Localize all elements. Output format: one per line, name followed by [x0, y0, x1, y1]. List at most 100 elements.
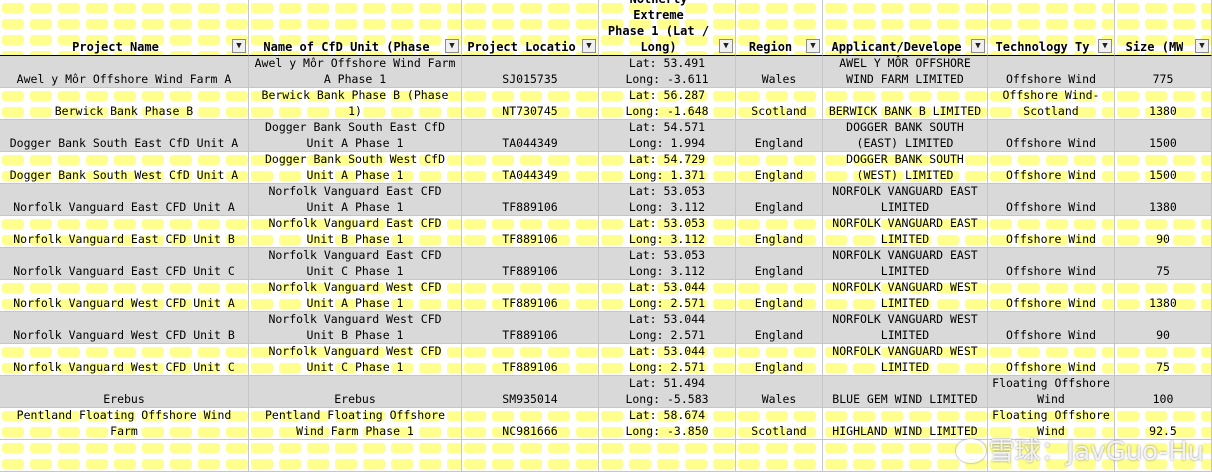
cell-cfd-unit-name[interactable]: Norfolk Vanguard West CFD Unit B Phase 1	[249, 312, 462, 344]
cell-size-mw[interactable]: 1380	[1115, 88, 1212, 120]
cell-technology-type[interactable]: Offshore Wind	[988, 216, 1115, 248]
cell-technology-type[interactable]: Floating Offshore Wind	[988, 376, 1115, 408]
filter-dropdown-icon[interactable]: ▼	[719, 39, 733, 53]
cell-region[interactable]: England	[736, 280, 823, 312]
cell-northerly-extreme[interactable]: Lat: 51.494 Long: -5.583	[599, 376, 736, 408]
cell-applicant[interactable]: HIGHLAND WIND LIMITED	[823, 408, 988, 440]
cell-project-name[interactable]: Erebus	[0, 376, 249, 408]
cell-project-location[interactable]: TA044349	[462, 120, 599, 152]
cell-project-location[interactable]: TF889106	[462, 344, 599, 376]
cell-northerly-extreme[interactable]: Lat: 53.491 Long: -3.611	[599, 56, 736, 88]
cell-project-location[interactable]: SJ015735	[462, 56, 599, 88]
cell-technology-type[interactable]: Offshore Wind	[988, 312, 1115, 344]
cell-size-mw[interactable]: 100	[1115, 376, 1212, 408]
cell-northerly-extreme[interactable]: Lat: 54.729 Long: 1.371	[599, 152, 736, 184]
cell-technology-type[interactable]: Offshore Wind	[988, 248, 1115, 280]
cell-cfd-unit-name[interactable]: Dogger Bank South West CfD Unit A Phase …	[249, 152, 462, 184]
cell-project-location[interactable]: NC981666	[462, 408, 599, 440]
cell-cfd-unit-name[interactable]: Norfolk Vanguard West CFD Unit A Phase 1	[249, 280, 462, 312]
cell-size-mw[interactable]: 75	[1115, 248, 1212, 280]
cell-technology-type[interactable]: Offshore Wind	[988, 280, 1115, 312]
cell-technology-type[interactable]: Offshore Wind	[988, 120, 1115, 152]
cell-project-name[interactable]: Dogger Bank South West CfD Unit A	[0, 152, 249, 184]
cell-northerly-extreme[interactable]: Lat: 53.053 Long: 3.112	[599, 248, 736, 280]
cell-cfd-unit-name[interactable]: Berwick Bank Phase B (Phase 1)	[249, 88, 462, 120]
cell-project-name[interactable]: Norfolk Vanguard West CFD Unit A	[0, 280, 249, 312]
filter-dropdown-icon[interactable]: ▼	[971, 39, 985, 53]
cell-region[interactable]: Wales	[736, 56, 823, 88]
cell-northerly-extreme[interactable]: Lat: 53.053 Long: 3.112	[599, 216, 736, 248]
cell-size-mw[interactable]: 775	[1115, 56, 1212, 88]
filter-dropdown-icon[interactable]: ▼	[806, 39, 820, 53]
cell-technology-type[interactable]: Offshore Wind	[988, 56, 1115, 88]
cell-project-location[interactable]: SM935014	[462, 376, 599, 408]
cell-northerly-extreme[interactable]: Lat: 53.044 Long: 2.571	[599, 344, 736, 376]
cell-technology-type[interactable]: Offshore Wind	[988, 152, 1115, 184]
cell-project-name[interactable]: Dogger Bank South East CfD Unit A	[0, 120, 249, 152]
cell-project-name[interactable]: Norfolk Vanguard West CFD Unit C	[0, 344, 249, 376]
cell-project-location[interactable]: TF889106	[462, 280, 599, 312]
cell-region[interactable]: England	[736, 248, 823, 280]
cell-project-name[interactable]: Pentland Floating Offshore Wind Farm	[0, 408, 249, 440]
cell-size-mw[interactable]: 1380	[1115, 280, 1212, 312]
cell-region[interactable]: England	[736, 216, 823, 248]
cell-project-name[interactable]: Awel y Môr Offshore Wind Farm A	[0, 56, 249, 88]
cell-project-name[interactable]: Norfolk Vanguard East CFD Unit C	[0, 248, 249, 280]
cell-region[interactable]: Wales	[736, 376, 823, 408]
cell-region[interactable]: Scotland	[736, 408, 823, 440]
cell-applicant[interactable]: NORFOLK VANGUARD EAST LIMITED	[823, 184, 988, 216]
cell-region[interactable]: England	[736, 120, 823, 152]
cell-size-mw[interactable]: 92.5	[1115, 408, 1212, 440]
cell-project-name[interactable]: Norfolk Vanguard East CFD Unit B	[0, 216, 249, 248]
filter-dropdown-icon[interactable]: ▼	[1195, 39, 1209, 53]
cell-northerly-extreme[interactable]: Lat: 56.287 Long: -1.648	[599, 88, 736, 120]
cell-technology-type[interactable]: Offshore Wind	[988, 344, 1115, 376]
cell-empty[interactable]	[0, 440, 249, 472]
cell-project-location[interactable]: TF889106	[462, 216, 599, 248]
cell-applicant[interactable]: NORFOLK VANGUARD EAST LIMITED	[823, 248, 988, 280]
cell-region[interactable]: Scotland	[736, 88, 823, 120]
cell-applicant[interactable]: RWE RENEWABLES UK DOGGER BANK SOUTH (EAS…	[823, 120, 988, 152]
cell-cfd-unit-name[interactable]: Norfolk Vanguard East CFD Unit B Phase 1	[249, 216, 462, 248]
cell-applicant[interactable]: NORFOLK VANGUARD EAST LIMITED	[823, 216, 988, 248]
cell-cfd-unit-name[interactable]: Norfolk Vanguard West CFD Unit C Phase 1	[249, 344, 462, 376]
cell-project-location[interactable]: NT730745	[462, 88, 599, 120]
cell-project-location[interactable]: TF889106	[462, 184, 599, 216]
cell-empty[interactable]	[823, 440, 988, 472]
cell-applicant[interactable]: BERWICK BANK B LIMITED	[823, 88, 988, 120]
cell-region[interactable]: England	[736, 152, 823, 184]
cell-empty[interactable]	[599, 440, 736, 472]
cell-applicant[interactable]: AWEL Y MÔR OFFSHORE WIND FARM LIMITED	[823, 56, 988, 88]
cell-cfd-unit-name[interactable]: Norfolk Vanguard East CFD Unit A Phase 1	[249, 184, 462, 216]
cell-technology-type[interactable]: Floating Offshore Wind	[988, 408, 1115, 440]
cell-size-mw[interactable]: 1500	[1115, 152, 1212, 184]
cell-applicant[interactable]: NORFOLK VANGUARD WEST LIMITED	[823, 280, 988, 312]
cell-cfd-unit-name[interactable]: Erebus	[249, 376, 462, 408]
cell-empty[interactable]	[462, 440, 599, 472]
cell-cfd-unit-name[interactable]: Dogger Bank South East CfD Unit A Phase …	[249, 120, 462, 152]
cell-project-name[interactable]: Berwick Bank Phase B	[0, 88, 249, 120]
cell-northerly-extreme[interactable]: Lat: 53.044 Long: 2.571	[599, 312, 736, 344]
cell-applicant[interactable]: BLUE GEM WIND LIMITED	[823, 376, 988, 408]
cell-size-mw[interactable]: 75	[1115, 344, 1212, 376]
cell-applicant[interactable]: NORFOLK VANGUARD WEST LIMITED	[823, 344, 988, 376]
cell-empty[interactable]	[988, 440, 1115, 472]
cell-northerly-extreme[interactable]: Lat: 54.571 Long: 1.994	[599, 120, 736, 152]
cell-size-mw[interactable]: 90	[1115, 216, 1212, 248]
cell-applicant[interactable]: RWE RENEWABLES UK DOGGER BANK SOUTH (WES…	[823, 152, 988, 184]
cell-empty[interactable]	[1115, 440, 1212, 472]
cell-size-mw[interactable]: 1380	[1115, 184, 1212, 216]
cell-region[interactable]: England	[736, 312, 823, 344]
cell-size-mw[interactable]: 1500	[1115, 120, 1212, 152]
filter-dropdown-icon[interactable]: ▼	[582, 39, 596, 53]
cell-technology-type[interactable]: Offshore Wind	[988, 184, 1115, 216]
cell-project-name[interactable]: Norfolk Vanguard East CFD Unit A	[0, 184, 249, 216]
cell-cfd-unit-name[interactable]: Awel y Môr Offshore Wind Farm A Phase 1	[249, 56, 462, 88]
cell-northerly-extreme[interactable]: Lat: 53.053 Long: 3.112	[599, 184, 736, 216]
filter-dropdown-icon[interactable]: ▼	[1098, 39, 1112, 53]
cell-cfd-unit-name[interactable]: Norfolk Vanguard East CFD Unit C Phase 1	[249, 248, 462, 280]
cell-region[interactable]: England	[736, 344, 823, 376]
cell-project-name[interactable]: Norfolk Vanguard West CFD Unit B	[0, 312, 249, 344]
cell-project-location[interactable]: TA044349	[462, 152, 599, 184]
cell-cfd-unit-name[interactable]: Pentland Floating Offshore Wind Farm Pha…	[249, 408, 462, 440]
